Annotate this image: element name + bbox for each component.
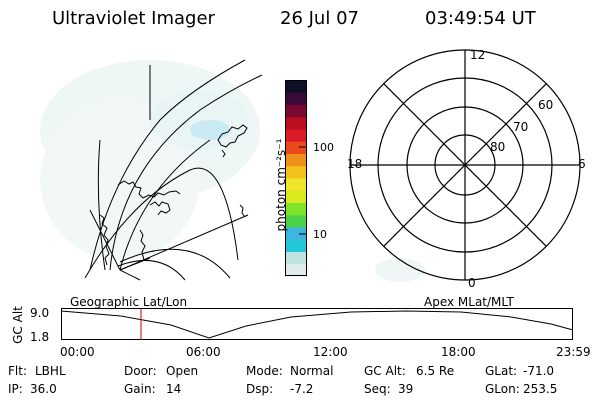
colorbar-tick-10: 10 <box>313 228 327 241</box>
apex-label: Apex MLat/MLT <box>424 295 514 309</box>
mlat-label-70: 70 <box>513 120 529 134</box>
mlt-label-18: 18 <box>347 157 363 171</box>
colorbar-stripe <box>285 116 307 130</box>
polar-plot <box>349 49 581 281</box>
seq-value: 39 <box>398 382 414 396</box>
colorbar-stripe <box>285 214 307 228</box>
altitude-ylabel: GC Alt <box>11 306 25 344</box>
colorbar-stripe <box>285 190 307 203</box>
dsp-value: -7.2 <box>290 382 314 396</box>
altitude-xtick-2359: 23:59 <box>556 345 591 359</box>
altitude-plot <box>60 308 574 340</box>
door-value: Open <box>166 364 199 378</box>
altitude-xtick-0600: 06:00 <box>186 345 221 359</box>
colorbar-stripe <box>285 141 307 154</box>
colorbar-stripe <box>285 239 307 252</box>
altitude-xtick-0000: 00:00 <box>60 345 95 359</box>
time-label: 03:49:54 UT <box>425 8 536 29</box>
mode-label: Mode: <box>246 364 283 378</box>
gain-value: 14 <box>166 382 182 396</box>
colorbar-stripe <box>285 227 307 240</box>
colorbar-stripe <box>285 80 307 93</box>
altitude-xtick-1200: 12:00 <box>313 345 348 359</box>
altitude-ytick-low: 1.8 <box>30 330 50 344</box>
colorbar-stripe <box>285 92 307 105</box>
date-label: 26 Jul 07 <box>280 8 359 29</box>
instrument-title: Ultraviolet Imager <box>52 8 215 29</box>
seq-label: Seq: <box>364 382 391 396</box>
dsp-label: Dsp: <box>246 382 274 396</box>
colorbar-stripe <box>285 165 307 179</box>
colorbar-tick-100: 100 <box>313 141 334 154</box>
gain-label: Gain: <box>124 382 156 396</box>
colorbar-stripe <box>285 104 307 118</box>
glon-label: GLon: <box>485 382 520 396</box>
ip-label: IP: <box>8 382 23 396</box>
colorbar-stripe <box>285 129 307 142</box>
flt-label: Flt: <box>8 364 27 378</box>
mlt-label-12: 12 <box>470 48 486 62</box>
glat-label: GLat: <box>485 364 518 378</box>
glon-value: 253.5 <box>523 382 558 396</box>
door-label: Door: <box>124 364 157 378</box>
color-bar <box>285 80 307 277</box>
colorbar-unit-label: photon cm⁻²s⁻¹ <box>274 138 288 232</box>
altitude-ytick-high: 9.0 <box>30 306 50 320</box>
flt-value: LBHL <box>35 364 66 378</box>
mlat-label-60: 60 <box>538 98 554 112</box>
geographic-label: Geographic Lat/Lon <box>70 295 188 309</box>
ip-value: 36.0 <box>30 382 57 396</box>
colorbar-stripe <box>285 178 307 191</box>
mlt-label-6: 6 <box>578 157 586 171</box>
colorbar-stripe <box>285 251 307 265</box>
gcalt-value: 6.5 Re <box>416 364 455 378</box>
mlat-label-80: 80 <box>490 140 506 154</box>
colorbar-stripe <box>285 202 307 216</box>
gcalt-label: GC Alt: <box>364 364 406 378</box>
colorbar-stripe <box>285 153 307 167</box>
colorbar-stripe <box>285 263 307 277</box>
aurora-speckle <box>40 60 425 282</box>
altitude-xtick-1800: 18:00 <box>441 345 476 359</box>
mlt-label-0: 0 <box>468 276 476 290</box>
glat-value: -71.0 <box>523 364 555 378</box>
mode-value: Normal <box>290 364 334 378</box>
